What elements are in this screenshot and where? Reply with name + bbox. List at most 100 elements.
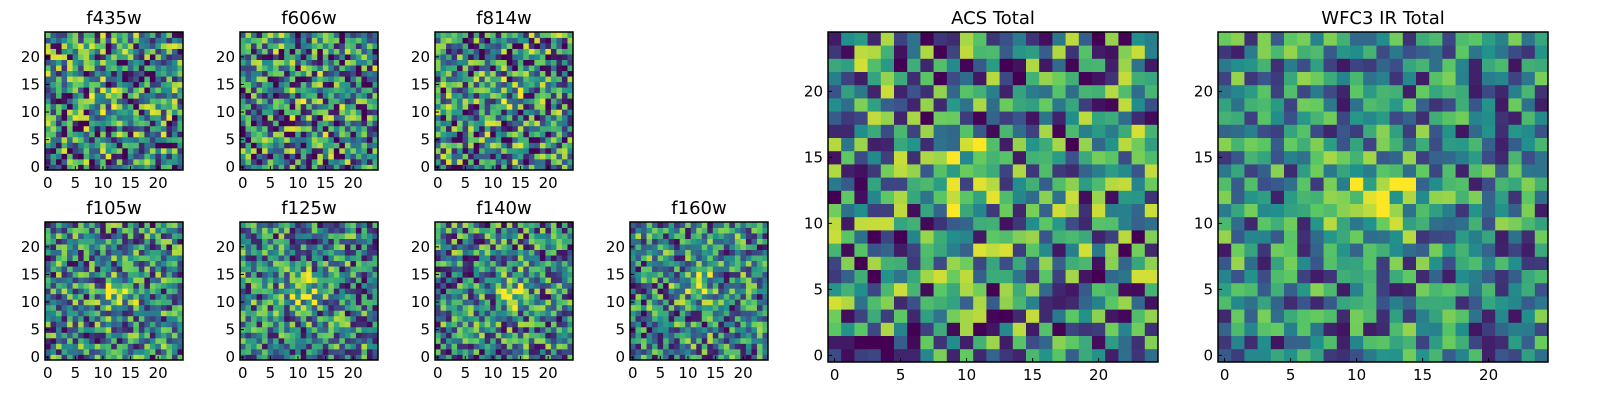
- heatmap-cell: [111, 326, 118, 333]
- heatmap-cell: [1131, 203, 1146, 218]
- heatmap-cell: [828, 309, 842, 323]
- heatmap-cell: [712, 222, 719, 228]
- heatmap-cell: [94, 332, 101, 339]
- heatmap-cell: [289, 249, 296, 256]
- heatmap-cell: [545, 233, 552, 239]
- heatmap-cell: [751, 315, 758, 322]
- heatmap-cell: [256, 310, 263, 317]
- heatmap-cell: [646, 348, 653, 355]
- heatmap-cell: [999, 177, 1014, 191]
- heatmap-cell: [512, 131, 519, 138]
- heatmap-cell: [177, 249, 184, 256]
- heatmap-cell: [311, 32, 318, 38]
- heatmap-cell: [355, 233, 362, 239]
- heatmap-cell: [278, 59, 285, 66]
- heatmap-cell: [105, 164, 112, 171]
- heatmap-cell: [273, 76, 280, 83]
- x-tick-label: 5: [461, 364, 471, 382]
- heatmap-cell: [723, 321, 730, 328]
- heatmap-cell: [517, 65, 524, 72]
- heatmap-cell: [300, 103, 307, 110]
- heatmap-cell: [646, 255, 653, 262]
- heatmap-cell: [306, 59, 313, 66]
- heatmap-cell: [894, 150, 908, 165]
- heatmap-cell: [663, 249, 670, 256]
- heatmap-cell: [160, 266, 167, 273]
- heatmap-cell: [495, 288, 502, 295]
- heatmap-cell: [278, 227, 285, 234]
- heatmap-cell: [674, 277, 681, 284]
- heatmap-cell: [479, 304, 486, 311]
- heatmap-cell: [105, 98, 112, 105]
- heatmap-cell: [751, 249, 758, 256]
- heatmap-cell: [756, 222, 763, 228]
- heatmap-cell: [333, 282, 340, 289]
- heatmap-cell: [251, 266, 257, 273]
- heatmap-cell: [78, 65, 85, 72]
- heatmap-cell: [333, 238, 340, 245]
- heatmap-cell: [273, 98, 280, 105]
- heatmap-cell: [89, 315, 96, 322]
- heatmap-cell: [160, 326, 167, 333]
- heatmap-cell: [440, 147, 447, 154]
- heatmap-cell: [100, 103, 107, 110]
- heatmap-cell: [517, 98, 524, 105]
- heatmap-cell: [328, 92, 335, 99]
- heatmap-cell: [245, 158, 252, 165]
- heatmap-cell: [251, 54, 257, 60]
- heatmap-cell: [72, 227, 79, 234]
- heatmap-cell: [72, 158, 79, 165]
- heatmap-cell: [344, 87, 351, 94]
- heatmap-cell: [262, 136, 268, 143]
- heatmap-cell: [512, 54, 519, 60]
- heatmap-cell: [495, 326, 502, 333]
- heatmap-cell: [361, 87, 368, 94]
- heatmap-cell: [539, 315, 546, 322]
- heatmap-cell: [561, 164, 568, 171]
- heatmap-cell: [762, 277, 769, 284]
- heatmap-cell: [355, 332, 362, 339]
- heatmap-cell: [56, 131, 62, 138]
- heatmap-cell: [317, 266, 324, 273]
- heatmap-cell: [295, 315, 302, 322]
- heatmap-cell: [561, 76, 568, 83]
- heatmap-cell: [306, 142, 313, 149]
- heatmap-cell: [372, 120, 379, 127]
- heatmap-cell: [50, 142, 57, 149]
- heatmap-cell: [556, 260, 563, 267]
- heatmap-cell: [1012, 137, 1027, 152]
- heatmap-cell: [440, 37, 447, 44]
- heatmap-cell: [72, 153, 79, 160]
- heatmap-cell: [267, 37, 274, 44]
- heatmap-cell: [534, 321, 541, 328]
- heatmap-cell: [729, 321, 736, 328]
- heatmap-cell: [729, 343, 736, 350]
- heatmap-cell: [56, 65, 62, 72]
- heatmap-cell: [545, 103, 552, 110]
- heatmap-cell: [674, 332, 681, 339]
- heatmap-cell: [177, 92, 184, 99]
- heatmap-cell: [72, 233, 79, 239]
- heatmap-cell: [550, 98, 557, 105]
- heatmap-cell: [177, 343, 184, 350]
- heatmap-cell: [841, 309, 855, 323]
- heatmap-cell: [745, 326, 752, 333]
- heatmap-cell: [72, 304, 79, 311]
- heatmap-cell: [289, 65, 296, 72]
- heatmap-cell: [512, 293, 519, 300]
- heatmap-cell: [762, 260, 769, 267]
- heatmap-cell: [328, 337, 335, 344]
- heatmap-cell: [278, 244, 285, 250]
- heatmap-cell: [745, 277, 752, 284]
- heatmap-cell: [528, 109, 535, 116]
- heatmap-cell: [122, 54, 129, 60]
- heatmap-cell: [1105, 282, 1119, 297]
- heatmap-cell: [67, 98, 73, 105]
- heatmap-cell: [517, 244, 524, 250]
- heatmap-cell: [468, 288, 475, 295]
- heatmap-cell: [116, 310, 123, 317]
- heatmap-cell: [50, 147, 57, 154]
- heatmap-cell: [567, 249, 574, 256]
- heatmap-cell: [155, 92, 162, 99]
- heatmap-cell: [1092, 296, 1106, 310]
